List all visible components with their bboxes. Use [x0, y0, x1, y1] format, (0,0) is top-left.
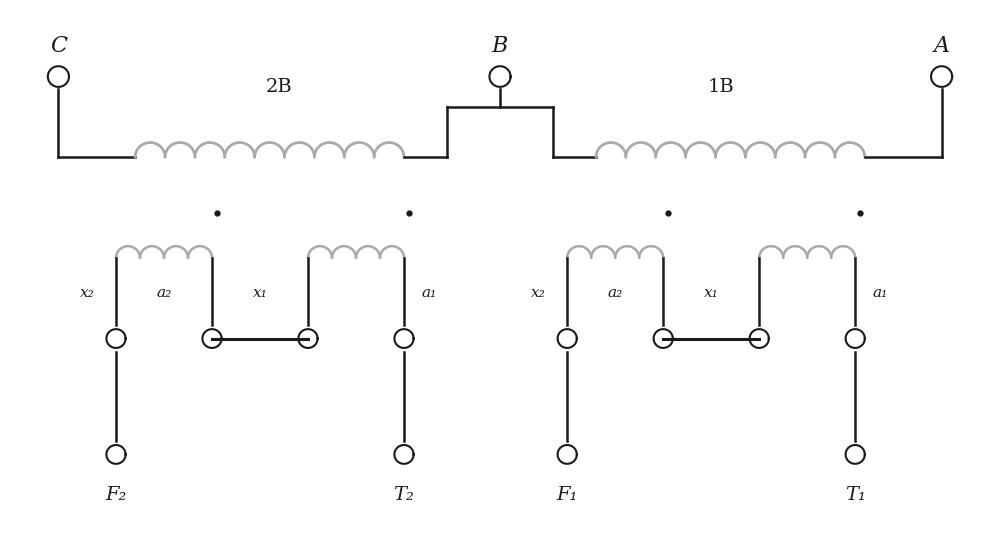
Text: C: C	[50, 35, 67, 57]
Text: x₁: x₁	[704, 286, 719, 300]
Text: F₂: F₂	[105, 486, 127, 504]
Text: a₂: a₂	[156, 286, 172, 300]
Text: x₂: x₂	[80, 286, 95, 300]
Text: T₁: T₁	[845, 486, 866, 504]
Text: x₂: x₂	[531, 286, 546, 300]
Text: B: B	[492, 35, 508, 57]
Text: 1B: 1B	[707, 78, 734, 95]
Text: T₂: T₂	[394, 486, 414, 504]
Text: F₁: F₁	[557, 486, 578, 504]
Text: a₁: a₁	[872, 286, 888, 300]
Text: x₁: x₁	[253, 286, 267, 300]
Text: a₂: a₂	[608, 286, 623, 300]
Text: a₁: a₁	[421, 286, 437, 300]
Text: A: A	[934, 35, 950, 57]
Text: 2B: 2B	[266, 78, 293, 95]
